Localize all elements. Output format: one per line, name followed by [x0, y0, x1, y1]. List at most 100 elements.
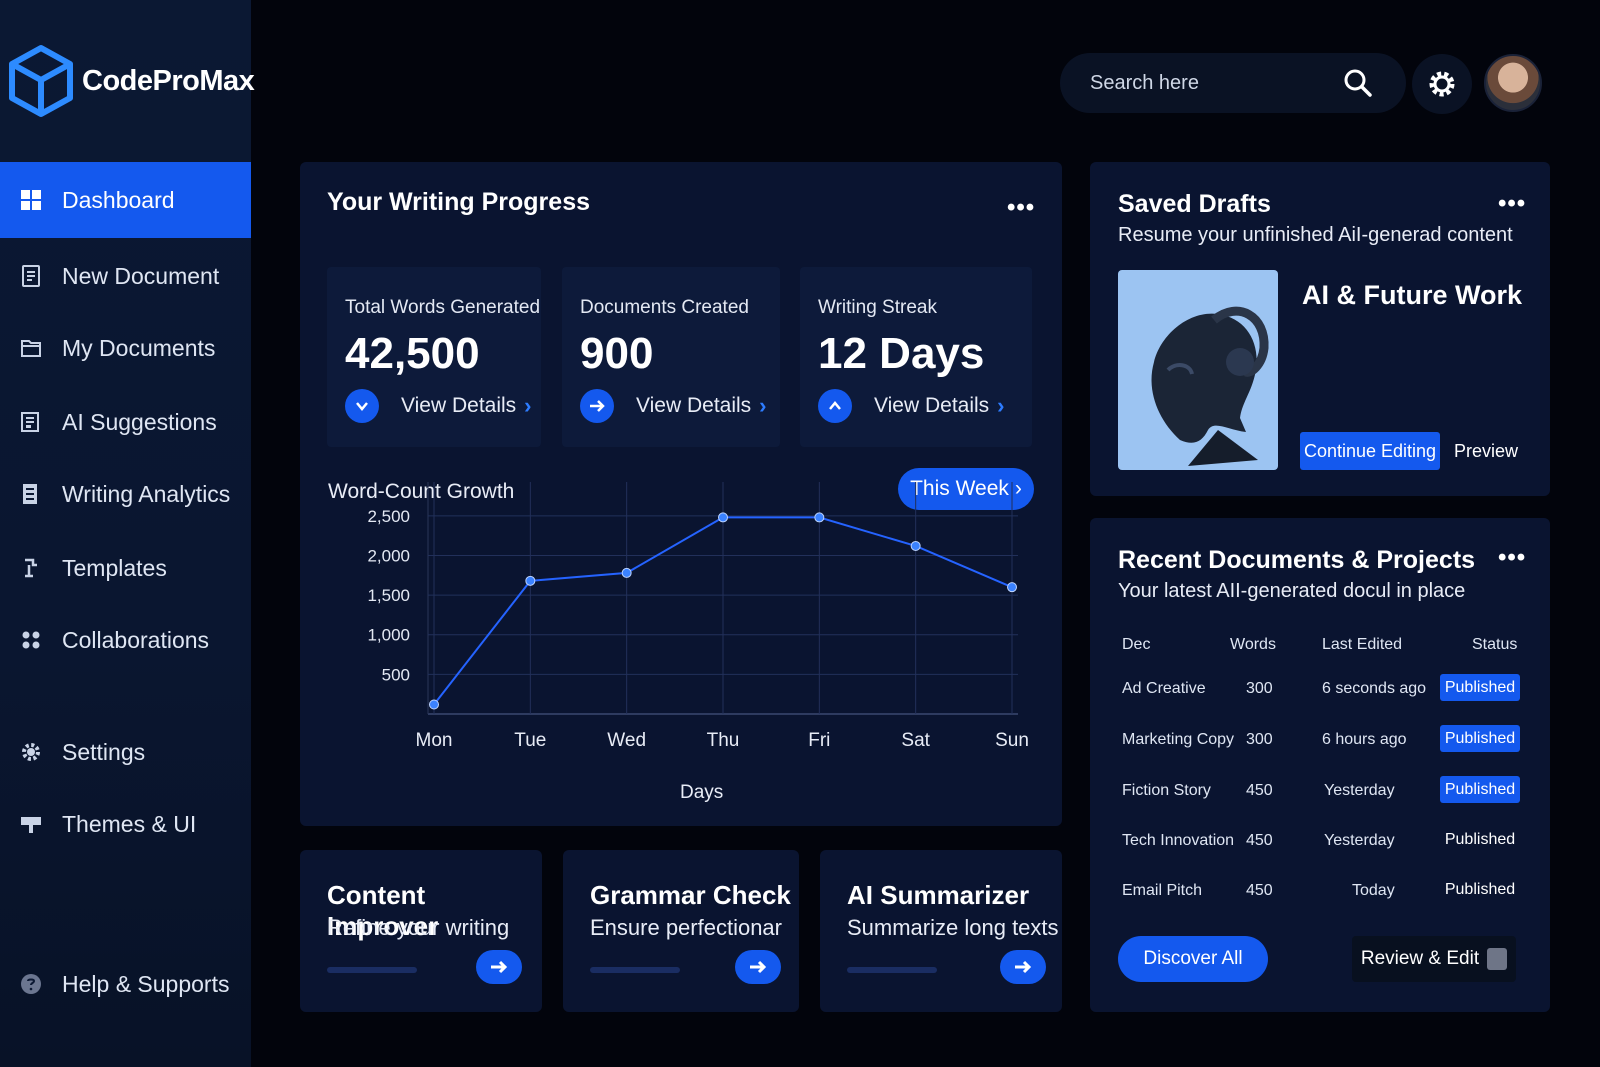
more-options-icon[interactable]: ••• — [1007, 194, 1036, 221]
view-details-link[interactable]: View Details › — [818, 389, 1005, 423]
tool-subtitle: Refine your writing — [327, 915, 510, 940]
y-tick-label: 1,500 — [367, 586, 410, 605]
card-subtitle: Your latest AII-generated docul in place — [1118, 580, 1466, 602]
y-tick-label: 500 — [382, 665, 410, 684]
doc-name: Email Pitch — [1122, 882, 1203, 899]
saved-drafts-card: Saved Drafts ••• Resume your unfinished … — [1090, 162, 1550, 496]
templates-icon — [18, 555, 44, 581]
column-header[interactable]: Last Edited — [1322, 636, 1403, 653]
tool-card-ai-summarizer[interactable]: AI Summarizer Summarize long texts — [820, 850, 1062, 1012]
tool-go-button[interactable] — [1000, 950, 1046, 984]
doc-name: Tech Innovation — [1122, 832, 1235, 849]
column-header[interactable]: Dec — [1122, 636, 1151, 653]
view-details-label: View Details — [874, 394, 990, 417]
data-point — [1007, 582, 1017, 593]
data-point — [814, 512, 825, 523]
gear-icon — [1429, 71, 1455, 97]
continue-editing-button[interactable]: Continue Editing — [1300, 432, 1440, 470]
arrow-right-icon — [1015, 960, 1032, 974]
doc-name: Fiction Story — [1122, 782, 1211, 799]
doc-words: 300 — [1246, 680, 1273, 697]
sidebar-item-ai-suggestions[interactable]: AI Suggestions — [0, 384, 251, 460]
x-axis-title: Days — [680, 782, 724, 803]
x-tick-label: Fri — [808, 730, 830, 751]
stat-card-words: Total Words Generated 42,500 View Detail… — [327, 267, 541, 447]
chart-title: Word-Count Growth — [328, 480, 515, 503]
stat-card-documents: Documents Created 900 View Details › — [562, 267, 780, 447]
doc-name: Marketing Copy — [1122, 731, 1235, 748]
discover-all-button[interactable]: Discover All — [1118, 936, 1268, 982]
tool-card-content-improver[interactable]: Content Improver Refine your writing — [300, 850, 542, 1012]
more-options-icon[interactable]: ••• — [1498, 544, 1527, 571]
review-edit-button[interactable]: Review & Edit — [1352, 936, 1516, 982]
data-point — [429, 699, 439, 710]
sidebar-item-collaborations[interactable]: Collaborations — [0, 602, 251, 678]
tool-go-button[interactable] — [735, 950, 781, 984]
y-tick-label: 2,000 — [367, 546, 410, 565]
preview-button[interactable]: Preview — [1454, 441, 1519, 461]
sidebar-item-my-documents[interactable]: My Documents — [0, 310, 251, 386]
review-edit-label: Review & Edit — [1360, 948, 1480, 969]
status-badge: Published — [1440, 776, 1520, 803]
sidebar: CodeProMax Dashboard New Document My Doc… — [0, 0, 255, 1067]
sidebar-item-writing-analytics[interactable]: Writing Analytics — [0, 456, 251, 532]
themes-icon — [18, 811, 44, 837]
view-details-link[interactable]: View Details › — [580, 389, 767, 423]
this-week-button[interactable]: This Week › — [898, 468, 1034, 510]
card-subtitle: Resume your unfinished AiI-generad conte… — [1118, 224, 1513, 246]
draft-title: AI & Future Work — [1302, 280, 1523, 310]
view-details-link[interactable]: View Details › — [345, 389, 532, 423]
draft-thumbnail[interactable] — [1118, 270, 1278, 470]
sidebar-item-dashboard[interactable]: Dashboard — [0, 162, 251, 238]
stat-value: 42,500 — [345, 329, 480, 378]
x-tick-label: Tue — [514, 730, 546, 751]
sidebar-item-templates[interactable]: Templates — [0, 530, 251, 606]
search-icon[interactable] — [1342, 67, 1374, 99]
search-input[interactable] — [1090, 71, 1330, 95]
analytics-icon — [18, 481, 44, 507]
sidebar-item-new-document[interactable]: New Document — [0, 238, 251, 314]
sidebar-item-help[interactable]: Help & Supports — [0, 946, 251, 1022]
doc-words: 450 — [1246, 832, 1273, 849]
y-tick-label: 1,000 — [367, 626, 410, 645]
stat-label: Total Words Generated — [345, 297, 541, 318]
settings-button[interactable] — [1412, 54, 1472, 114]
more-options-icon[interactable]: ••• — [1498, 190, 1527, 217]
chevron-right-icon: › — [524, 393, 532, 418]
sidebar-item-settings[interactable]: Settings — [0, 714, 251, 790]
tool-card-grammar-check[interactable]: Grammar Check Ensure perfectionar — [563, 850, 799, 1012]
arrow-right-icon — [491, 960, 508, 974]
avatar[interactable] — [1484, 54, 1542, 112]
column-header[interactable]: Status — [1472, 636, 1518, 653]
tool-title: AI Summarizer — [847, 880, 1030, 910]
view-details-label: View Details — [636, 394, 752, 417]
stat-value: 900 — [580, 329, 654, 378]
sidebar-item-label: Settings — [62, 738, 146, 765]
data-point — [621, 567, 632, 578]
recent-documents-card: Recent Documents & Projects ••• Your lat… — [1090, 518, 1550, 1012]
sidebar-item-label: Writing Analytics — [62, 480, 231, 507]
card-title: Saved Drafts — [1118, 190, 1271, 218]
arrow-right-icon — [750, 960, 767, 974]
sidebar-item-label: New Document — [62, 262, 220, 289]
chevron-up-icon — [818, 389, 852, 423]
logo[interactable]: CodeProMax — [8, 44, 255, 118]
sidebar-item-label: My Documents — [62, 334, 216, 361]
doc-words: 450 — [1246, 782, 1273, 799]
stat-label: Writing Streak — [818, 297, 937, 318]
doc-words: 300 — [1246, 731, 1273, 748]
tool-go-button[interactable] — [476, 950, 522, 984]
tool-title: Content Improver — [327, 880, 439, 941]
sidebar-item-label: Themes & UI — [62, 810, 197, 837]
sidebar-item-themes[interactable]: Themes & UI — [0, 786, 251, 862]
sidebar-item-label: Templates — [62, 554, 167, 581]
tool-progress-bar — [590, 967, 680, 973]
logo-cube-icon — [9, 45, 73, 117]
tool-subtitle: Summarize long texts — [847, 915, 1059, 940]
collaborations-icon — [18, 627, 44, 653]
new-document-icon — [18, 263, 44, 289]
column-header[interactable]: Words — [1230, 636, 1276, 653]
status-badge: Published — [1444, 880, 1516, 898]
sidebar-item-label: Collaborations — [62, 626, 210, 653]
tool-progress-bar — [847, 967, 937, 973]
